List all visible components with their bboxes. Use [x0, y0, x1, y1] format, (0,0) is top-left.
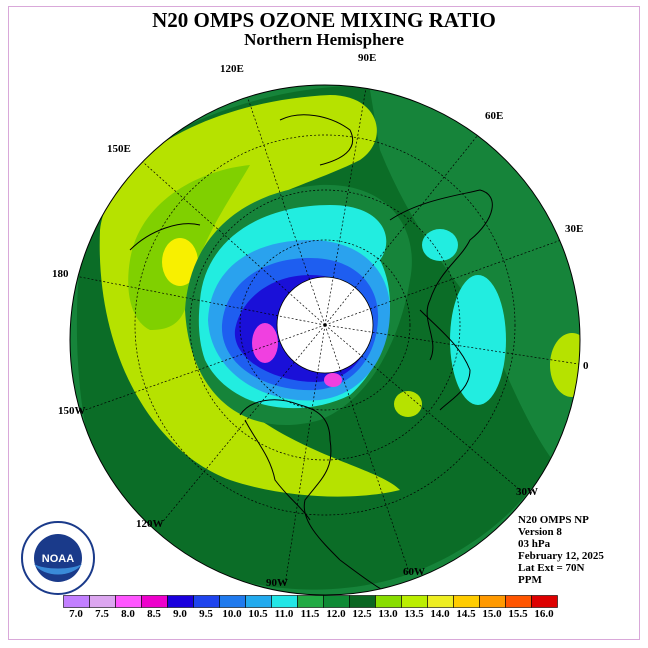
color-bar-tick-label: 9.5 — [199, 608, 213, 620]
lon-label-150w: 150W — [58, 405, 86, 417]
color-bar-tick-label: 15.0 — [482, 608, 502, 620]
color-bar-tick-label: 8.0 — [121, 608, 135, 620]
lon-label-30w: 30W — [516, 486, 538, 498]
info-date: February 12, 2025 — [518, 550, 604, 562]
color-bar-tick-label: 9.0 — [173, 608, 187, 620]
info-version: Version 8 — [518, 526, 562, 538]
info-units: PPM — [518, 574, 542, 586]
color-bar-segment — [453, 595, 480, 608]
color-bar-segment — [401, 595, 428, 608]
color-bar-tick-label: 10.5 — [248, 608, 268, 620]
color-bar-segment — [531, 595, 558, 608]
color-bar-tick-label: 14.0 — [430, 608, 450, 620]
lon-label-60w: 60W — [403, 566, 425, 578]
color-bar-segment — [297, 595, 324, 608]
color-bar-tick-label: 11.5 — [300, 608, 320, 620]
lon-label-120w: 120W — [136, 518, 164, 530]
color-bar-segment — [427, 595, 454, 608]
color-bar-segment — [349, 595, 376, 608]
yellow-green-small-patch — [394, 391, 422, 417]
color-bar-segment — [89, 595, 116, 608]
color-bar-tick-label: 10.0 — [222, 608, 242, 620]
lon-label-60e: 60E — [485, 110, 504, 122]
color-bar-segment — [271, 595, 298, 608]
color-bar-segment — [505, 595, 532, 608]
info-pressure: 03 hPa — [518, 538, 551, 550]
lon-label-180: 180 — [52, 268, 69, 280]
color-bar-segment — [193, 595, 220, 608]
lon-label-90w: 90W — [266, 577, 288, 589]
yellow-maximum — [162, 238, 198, 286]
color-bar-tick-label: 11.0 — [274, 608, 294, 620]
map-boundary — [69, 84, 581, 596]
color-bar-tick-label: 7.5 — [95, 608, 109, 620]
latitude-circles — [134, 134, 516, 516]
lon-label-120e: 120E — [220, 63, 244, 75]
color-bar-tick-label: 12.0 — [326, 608, 346, 620]
yellow-green-east-patch — [550, 333, 580, 397]
magenta-minimum-south — [324, 373, 342, 387]
color-bar-segment — [63, 595, 90, 608]
color-bar-tick-label: 15.5 — [508, 608, 528, 620]
color-bar-tick-label: 7.0 — [69, 608, 83, 620]
color-bar-segment — [141, 595, 168, 608]
magenta-minimum-west — [252, 323, 278, 363]
color-bar-segment — [375, 595, 402, 608]
noaa-logo: NOAA — [20, 520, 96, 601]
color-bar-segment — [479, 595, 506, 608]
cyan-east-patch — [450, 275, 506, 405]
color-bar-tick-label: 12.5 — [352, 608, 372, 620]
lon-label-150e: 150E — [107, 143, 131, 155]
svg-text:NOAA: NOAA — [42, 553, 74, 565]
info-block: N20 OMPS NP Version 8 03 hPa February 12… — [518, 514, 604, 586]
color-bar-tick-label: 16.0 — [534, 608, 554, 620]
map-subtitle: Northern Hemisphere — [244, 30, 404, 49]
lon-label-0: 0 — [583, 360, 589, 372]
figure-frame — [8, 6, 640, 640]
lon-label-30e: 30E — [565, 223, 584, 235]
lon-label-90e: 90E — [358, 52, 377, 64]
info-instrument: N20 OMPS NP — [518, 514, 589, 526]
color-bar-segment — [323, 595, 350, 608]
color-bar — [63, 595, 558, 608]
color-bar-segment — [167, 595, 194, 608]
meridians — [70, 85, 580, 586]
coastlines — [129, 114, 493, 595]
cyan-small-patch — [422, 229, 458, 261]
color-bar-tick-label: 13.0 — [378, 608, 398, 620]
color-bar-tick-label: 8.5 — [147, 608, 161, 620]
map-title: N20 OMPS OZONE MIXING RATIO — [152, 8, 496, 32]
color-bar-tick-label: 14.5 — [456, 608, 476, 620]
info-lat-extent: Lat Ext = 70N — [518, 562, 585, 574]
color-bar-segment — [219, 595, 246, 608]
color-bar-tick-label: 13.5 — [404, 608, 424, 620]
color-bar-segment — [245, 595, 272, 608]
color-bar-segment — [115, 595, 142, 608]
